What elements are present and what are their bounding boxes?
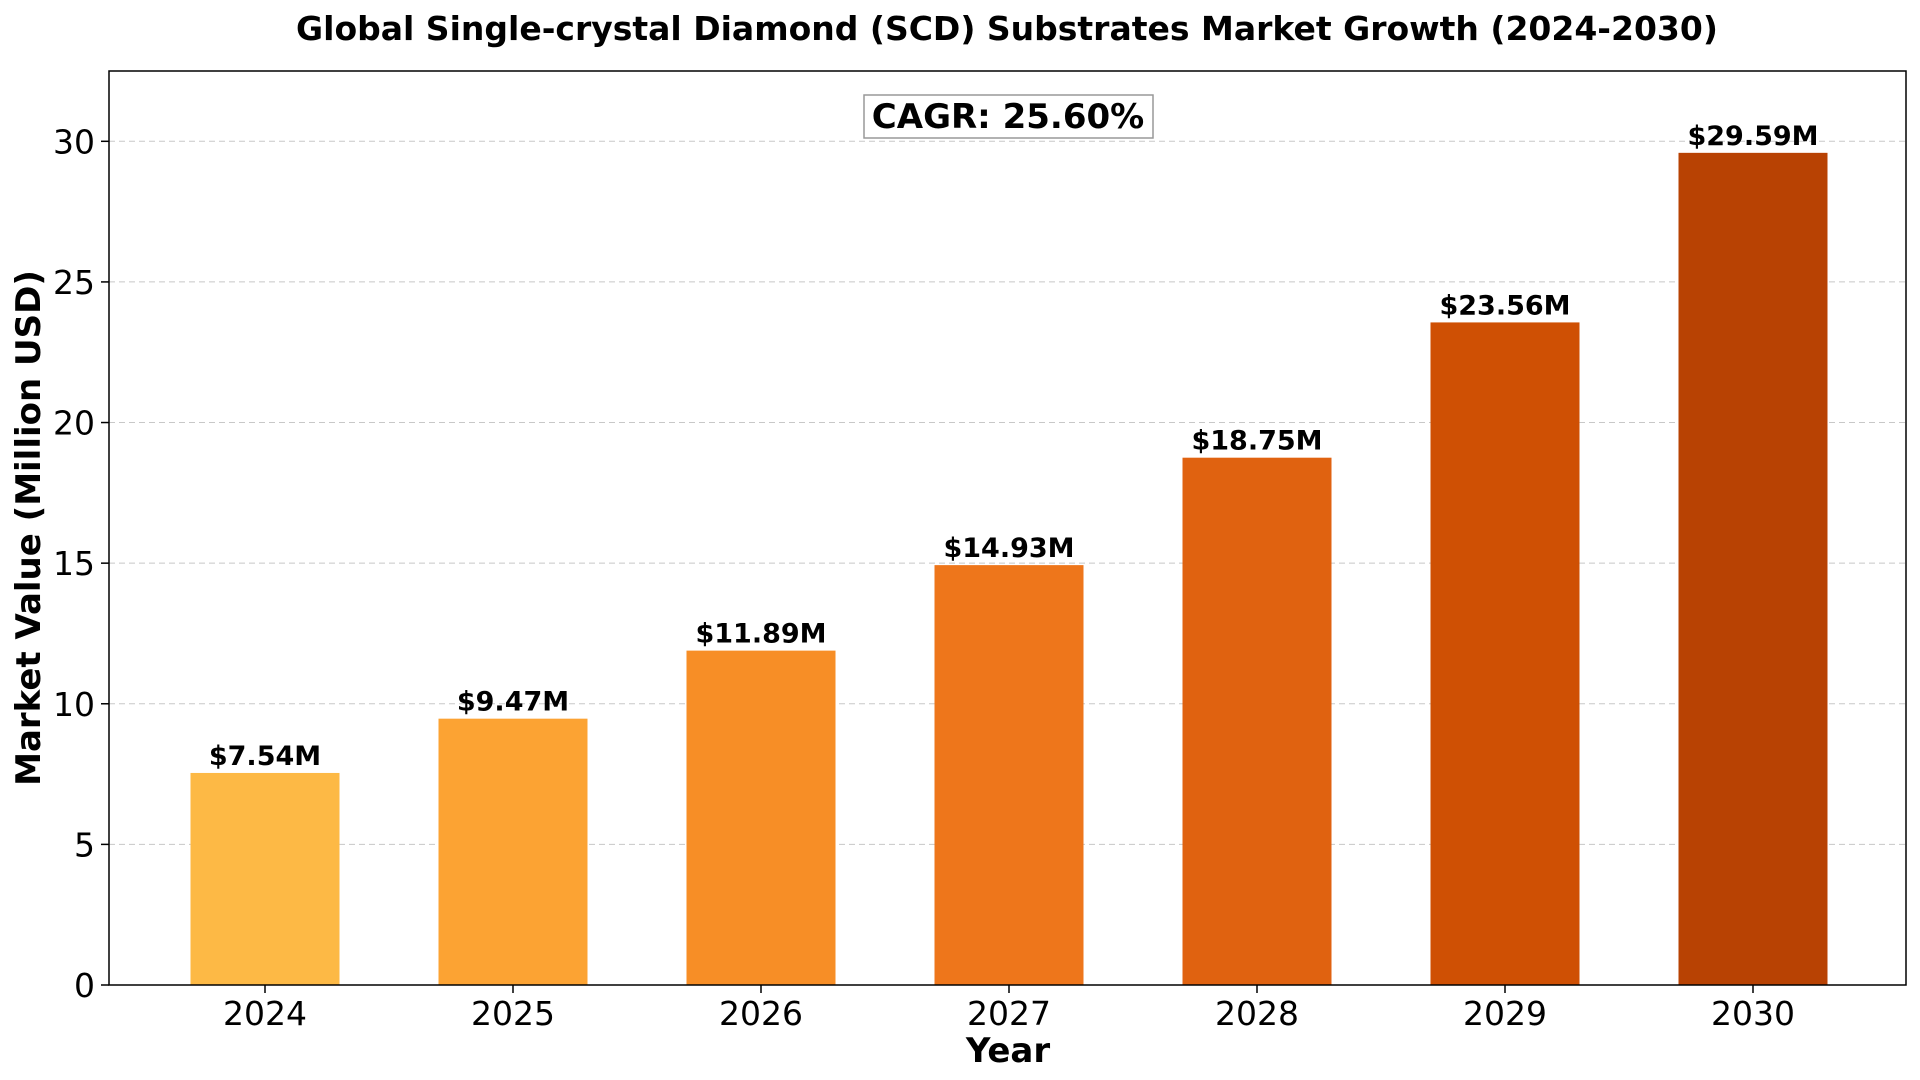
- y-tick-label: 0: [74, 966, 95, 1005]
- x-tick-label-2030: 2030: [1711, 994, 1795, 1033]
- bar-2027: [934, 565, 1084, 985]
- x-tick-label-2027: 2027: [967, 994, 1051, 1033]
- y-axis-ticks: 0 5 10 15 20 25 30: [53, 122, 109, 1005]
- bar-2025: [438, 718, 588, 985]
- bar-2029: [1430, 322, 1580, 986]
- y-tick-label: 20: [53, 404, 95, 443]
- plot-frame: [108, 70, 1907, 986]
- data-label-2026: $11.89M: [695, 619, 826, 650]
- x-axis-label: Year: [965, 1031, 1051, 1071]
- bars: [190, 152, 1828, 986]
- data-labels: $7.54M $9.47M $11.89M $14.93M $18.75M $23.56M…: [209, 121, 1819, 772]
- data-label-2030: $29.59M: [1687, 121, 1818, 152]
- x-tick-label-2028: 2028: [1215, 994, 1299, 1033]
- y-tick-label: 30: [53, 122, 95, 161]
- y-axis-label: Market Value (Million USD): [9, 270, 49, 786]
- y-tick-label: 10: [53, 685, 95, 724]
- x-axis-ticks: 2024 2025 2026 2027 2028 2029 2030: [223, 985, 1795, 1033]
- bar-2024: [190, 772, 340, 985]
- y-tick-label: 25: [53, 263, 95, 302]
- y-tick-label: 5: [74, 825, 95, 864]
- cagr-label: CAGR: 25.60%: [872, 97, 1144, 137]
- bar-2026: [686, 650, 836, 985]
- data-label-2024: $7.54M: [209, 741, 321, 772]
- data-label-2029: $23.56M: [1439, 290, 1570, 321]
- data-label-2027: $14.93M: [943, 533, 1074, 564]
- bar-2028: [1182, 457, 1332, 985]
- chart-title: Global Single-crystal Diamond (SCD) Subs…: [296, 9, 1718, 48]
- bar-2030: [1678, 152, 1828, 986]
- x-tick-label-2026: 2026: [719, 994, 803, 1033]
- cagr-box: [863, 94, 1154, 139]
- data-label-2028: $18.75M: [1191, 426, 1322, 457]
- x-tick-label-2029: 2029: [1463, 994, 1547, 1033]
- cagr-annotation: CAGR: 25.60%: [863, 94, 1154, 139]
- x-tick-label-2024: 2024: [223, 994, 307, 1033]
- data-label-2025: $9.47M: [457, 687, 569, 718]
- y-tick-label: 15: [53, 544, 95, 583]
- x-tick-label-2025: 2025: [471, 994, 555, 1033]
